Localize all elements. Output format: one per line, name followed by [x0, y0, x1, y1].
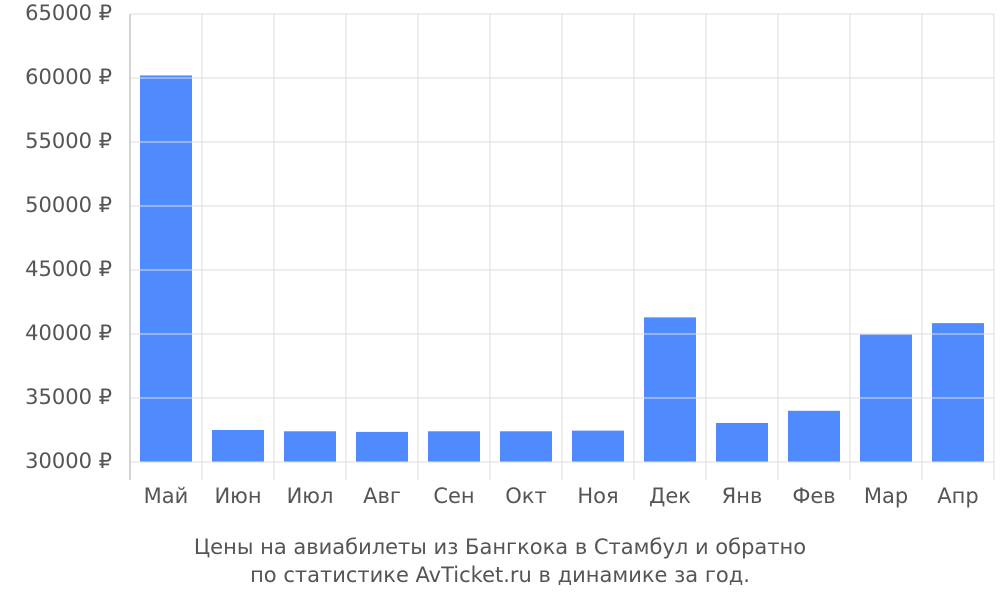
y-tick-label: 60000 ₽	[25, 65, 112, 89]
chart-title: по статистике AvTicket.ru в динамике за …	[250, 563, 750, 587]
bar	[356, 431, 408, 462]
bar	[212, 430, 264, 462]
bar	[428, 431, 480, 462]
y-tick-label: 55000 ₽	[25, 129, 112, 153]
x-tick-label: Сен	[433, 484, 474, 508]
chart-title: Цены на авиабилеты из Бангкока в Стамбул…	[194, 535, 806, 559]
bar	[572, 430, 624, 462]
x-tick-label: Мар	[864, 484, 908, 508]
bar	[788, 410, 840, 462]
bar	[644, 317, 696, 462]
x-tick-label: Авг	[363, 484, 401, 508]
y-tick-label: 30000 ₽	[25, 449, 112, 473]
y-tick-label: 65000 ₽	[25, 1, 112, 25]
bar	[932, 323, 984, 462]
bar	[500, 431, 552, 462]
y-tick-label: 45000 ₽	[25, 257, 112, 281]
x-tick-label: Май	[144, 484, 189, 508]
y-tick-label: 35000 ₽	[25, 385, 112, 409]
x-tick-label: Июл	[287, 484, 334, 508]
x-tick-label: Фев	[792, 484, 835, 508]
x-tick-label: Июн	[214, 484, 261, 508]
x-tick-label: Ноя	[577, 484, 618, 508]
y-tick-label: 50000 ₽	[25, 193, 112, 217]
x-tick-label: Янв	[722, 484, 763, 508]
x-tick-label: Апр	[937, 484, 978, 508]
y-tick-label: 40000 ₽	[25, 321, 112, 345]
bar	[716, 422, 768, 462]
bar	[140, 75, 192, 462]
x-tick-label: Дек	[649, 484, 691, 508]
bar	[284, 431, 336, 462]
x-tick-label: Окт	[505, 484, 546, 508]
